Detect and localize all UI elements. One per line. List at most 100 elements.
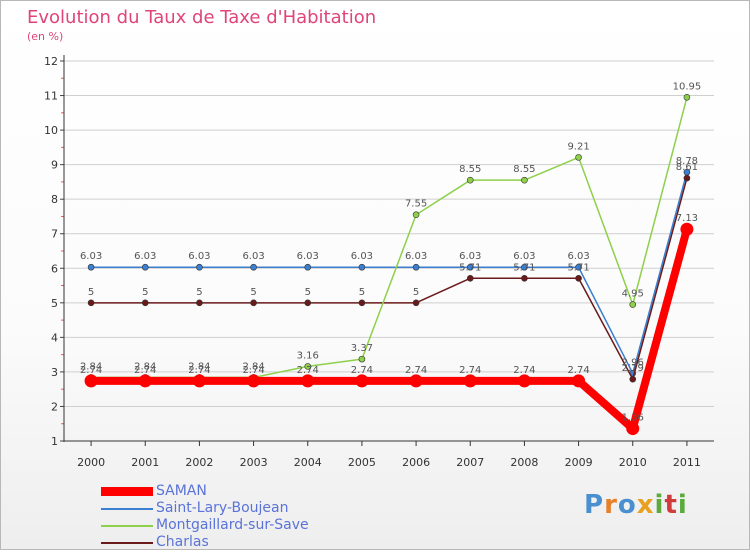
x-tick-label: 2009 [565,456,593,469]
data-label-montgaillard-sur-save: 7.55 [405,199,427,210]
data-label-saman: 2.74 [405,365,427,376]
y-tick-label: 4 [51,331,58,344]
series-line-saint-lary-boujean [91,172,688,375]
legend-swatch-charlas [101,542,153,544]
data-point-saint-lary-boujean [141,263,149,271]
data-point-saman [138,374,152,388]
data-point-saman [247,374,261,388]
y-tick-label: 9 [51,159,58,172]
data-point-montgaillard-sur-save [683,93,691,101]
x-tick-label: 2006 [402,456,430,469]
data-point-charlas [250,299,257,307]
x-tick-label: 2010 [619,456,647,469]
logo-letter: x [636,490,655,520]
legend-label-charlas: Charlas [156,534,209,550]
data-point-montgaillard-sur-save [358,355,366,363]
x-tick-label: 2007 [456,456,484,469]
data-label-saint-lary-boujean: 6.03 [513,251,535,262]
data-label-charlas: 5.71 [459,262,481,273]
data-label-saman: 2.74 [297,365,319,376]
data-label-saman: 2.74 [567,365,589,376]
data-label-saman: 7.13 [676,213,698,224]
data-label-saint-lary-boujean: 2.96 [622,357,644,368]
data-point-saman [572,374,586,388]
data-point-saman [463,374,477,388]
data-label-charlas: 5 [88,287,94,298]
data-label-charlas: 5.71 [567,262,589,273]
data-label-saint-lary-boujean: 6.03 [567,251,589,262]
data-label-charlas: 5 [142,287,148,298]
y-tick-label: 5 [51,297,58,310]
data-point-montgaillard-sur-save [412,211,420,219]
data-label-charlas: 5 [359,287,365,298]
data-point-charlas [466,274,474,282]
series-line-saman [91,228,691,433]
data-label-montgaillard-sur-save: 3.37 [351,343,373,354]
data-label-saman: 2.74 [188,365,210,376]
data-label-saman: 1.36 [622,413,644,424]
y-tick-label: 11 [44,90,58,103]
data-point-saint-lary-boujean [575,263,582,271]
data-point-charlas [521,274,528,282]
series-line-montgaillard-sur-save [91,97,688,379]
data-label-montgaillard-sur-save: 9.21 [567,141,589,152]
data-label-charlas: 8.61 [676,162,698,173]
data-label-montgaillard-sur-save: 4.95 [622,289,644,300]
legend-label-saman: SAMAN [156,483,207,499]
y-tick-label: 10 [44,124,58,137]
data-label-saint-lary-boujean: 6.03 [297,251,319,262]
data-point-charlas [629,375,637,383]
data-label-saint-lary-boujean: 8.78 [676,156,698,167]
data-label-saint-lary-boujean: 6.03 [459,251,481,262]
data-point-saman [301,374,315,388]
data-point-saman [192,374,206,388]
data-label-montgaillard-sur-save: 2.84 [134,361,156,372]
chart-subtitle: (en %) [27,30,64,43]
data-label-montgaillard-sur-save: 3.16 [297,350,319,361]
series-line-charlas [91,177,688,380]
data-point-saint-lary-boujean [87,263,95,271]
logo-letter: i [654,490,665,520]
data-point-charlas [87,299,95,307]
x-tick-label: 2001 [131,456,159,469]
data-point-saman [409,374,423,388]
data-label-montgaillard-sur-save: 8.55 [459,164,481,175]
data-label-charlas: 5 [196,287,202,298]
legend-swatch-saint-lary-boujean [101,508,153,510]
data-label-saman: 2.74 [242,365,264,376]
data-label-saman: 2.74 [134,365,156,376]
data-point-saint-lary-boujean [304,263,312,271]
data-label-charlas: 5 [305,287,311,298]
data-label-saman: 2.74 [351,365,373,376]
data-label-saint-lary-boujean: 6.03 [405,251,427,262]
logo-letter: o [617,490,637,520]
y-tick-label: 6 [51,262,58,275]
data-point-saman [84,374,98,388]
y-tick-label: 8 [51,193,58,206]
data-point-saint-lary-boujean [358,263,366,271]
data-point-saman [355,374,369,388]
data-label-montgaillard-sur-save: 2.84 [242,361,264,372]
data-point-charlas [683,174,691,182]
x-tick-label: 2002 [185,456,213,469]
data-point-charlas [575,274,582,282]
data-point-charlas [196,299,203,307]
logo-letter: t [664,490,678,520]
data-label-montgaillard-sur-save: 10.95 [673,81,702,92]
y-tick-label: 2 [51,400,58,413]
data-point-saint-lary-boujean [521,263,528,271]
x-tick-label: 2008 [510,456,538,469]
data-point-montgaillard-sur-save [304,363,312,370]
logo-letter: P [584,490,605,520]
y-tick-label: 1 [51,435,58,448]
data-point-montgaillard-sur-save [629,301,637,308]
data-point-saman [517,374,531,388]
data-label-saint-lary-boujean: 6.03 [188,251,210,262]
proxiti-logo: Proxiti [584,490,688,520]
data-point-charlas [141,299,149,307]
data-point-charlas [412,299,420,307]
y-tick-label: 12 [44,55,58,68]
data-label-saint-lary-boujean: 6.03 [80,251,102,262]
x-tick-label: 2004 [294,456,322,469]
